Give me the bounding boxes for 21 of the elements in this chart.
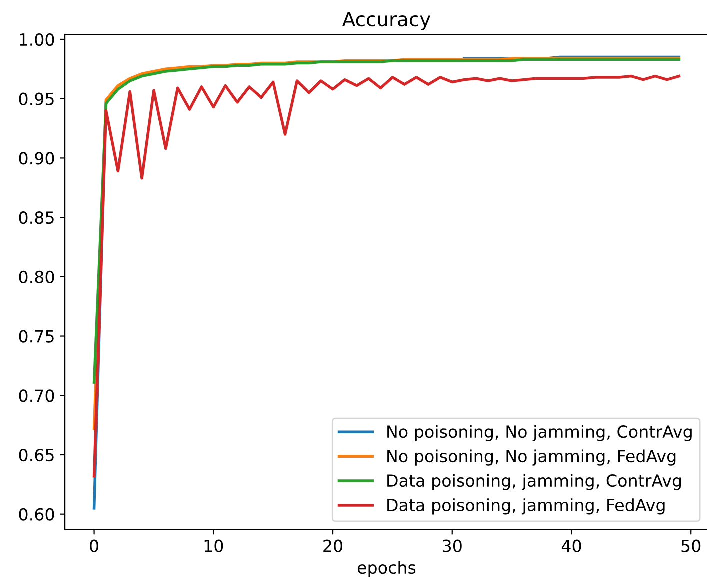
x-tick-label: 40: [562, 540, 582, 552]
x-tick-label: 30: [443, 540, 462, 552]
chart-title: Accuracy: [342, 12, 431, 30]
x-tick-label: 10: [204, 540, 224, 552]
x-axis-title: epochs: [358, 561, 416, 578]
legend-label: Data poisoning, jamming, FedAvg: [388, 498, 665, 515]
y-tick-label: 0.85: [19, 212, 54, 224]
y-tick-label: 0.70: [19, 390, 54, 402]
y-tick-label: 1.00: [20, 33, 54, 46]
y-tick-label: 0.60: [19, 508, 54, 521]
legend-label: No poisoning, No jamming, ContrAvg: [388, 425, 692, 442]
x-tick-label: 0: [90, 540, 98, 552]
x-tick-label: 20: [324, 540, 343, 552]
legend-label: No poisoning, No jamming, FedAvg: [388, 450, 676, 466]
legend-label: Data poisoning, jamming, ContrAvg: [388, 474, 682, 490]
y-tick-label: 0.90: [19, 152, 54, 165]
y-tick-label: 0.75: [19, 330, 54, 343]
y-tick-label: 0.95: [19, 92, 54, 106]
x-tick-label: 50: [682, 540, 701, 552]
y-tick-label: 0.65: [19, 448, 54, 462]
y-tick-label: 0.80: [19, 270, 54, 284]
